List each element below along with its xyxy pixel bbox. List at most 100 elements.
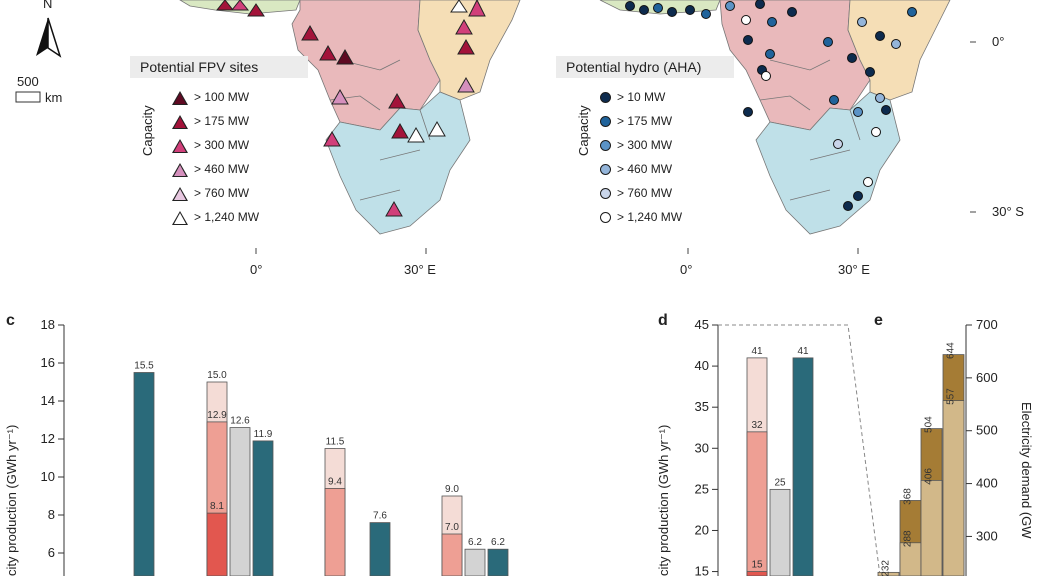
y-tick-label: 35: [695, 399, 709, 414]
data-label: 15.0: [207, 370, 227, 381]
bar: [441, 533, 463, 576]
data-label: 11.5: [326, 437, 345, 448]
data-label: 7.0: [445, 522, 459, 533]
hydro-site: [891, 39, 901, 49]
scalebar-icon: [15, 91, 41, 103]
data-label: 41: [797, 346, 809, 357]
bar: [792, 357, 814, 576]
hydro-site: [843, 201, 853, 211]
bar: [369, 522, 391, 576]
y-tick-label: 40: [695, 358, 709, 373]
y-tick-label: 500: [976, 423, 998, 438]
hydro-site: [755, 0, 765, 9]
hydro-site: [787, 7, 797, 17]
fpv-site: [230, 0, 250, 11]
hydro-site: [871, 127, 881, 137]
legend-item: > 760 MW: [600, 186, 672, 200]
legend-item: > 100 MW: [172, 90, 249, 105]
hydro-site: [829, 95, 839, 105]
legend-item: > 175 MW: [600, 114, 672, 128]
hydro-site: [639, 5, 649, 15]
panel-d-letter: d: [658, 312, 668, 329]
y-tick-label: 16: [41, 355, 55, 370]
data-label: 406: [924, 468, 935, 485]
hydro-site: [865, 67, 875, 77]
data-label: 9.4: [328, 476, 342, 487]
fpv-site: [428, 120, 446, 137]
hydro-site: [685, 5, 695, 15]
legend-label: > 100 MW: [194, 90, 250, 104]
legend-label: > 760 MW: [194, 186, 250, 200]
hydro-site: [853, 191, 863, 201]
fpv-x-tick-30e: 30° E: [404, 262, 436, 277]
scalebar-value: 500: [17, 74, 39, 89]
data-label: 504: [924, 416, 935, 433]
hydro-legend-title: Potential hydro (AHA): [556, 56, 734, 78]
hydro-site: [875, 31, 885, 41]
data-label: 25: [774, 477, 786, 488]
hydro-site: [743, 107, 753, 117]
y-tick-label: 18: [41, 317, 55, 332]
maps-svg: [15, 0, 976, 254]
circle-marker-icon: [600, 212, 611, 224]
hydro-site: [743, 35, 753, 45]
hydro-x-tick-0: 0°: [680, 262, 693, 277]
legend-item: > 1,240 MW: [172, 210, 259, 225]
bar: [920, 479, 943, 576]
map-borders: [329, 59, 431, 201]
legend-item: > 460 MW: [600, 162, 672, 176]
data-label: 6.2: [468, 537, 482, 548]
data-label: 368: [903, 488, 914, 505]
fpv-site: [468, 0, 486, 17]
y-tick-label: 25: [695, 481, 709, 496]
legend-item: > 760 MW: [172, 186, 249, 201]
bar: [746, 431, 768, 576]
north-label: N: [43, 0, 53, 11]
connector-line: [718, 324, 881, 576]
y-tick-label: 15: [695, 564, 709, 576]
hydro-x-tick-30e: 30° E: [838, 262, 870, 277]
bar: [252, 440, 274, 576]
fpv-site: [385, 200, 403, 217]
y-tick-label: 14: [41, 393, 55, 408]
y-tick-label: 600: [976, 370, 998, 385]
hydro-site: [847, 53, 857, 63]
hydro-site: [853, 107, 863, 117]
data-label: 15.5: [134, 361, 154, 372]
legend-item: > 10 MW: [600, 90, 665, 104]
data-label: 7.6: [373, 511, 387, 522]
hydro-site: [857, 17, 867, 27]
hydro-y-tick-0: 0°: [992, 34, 1005, 49]
legend-label: > 460 MW: [194, 162, 250, 176]
hydro-site: [823, 37, 833, 47]
y-tick-label: 300: [976, 528, 998, 543]
fpv-site: [391, 122, 409, 139]
circle-marker-icon: [600, 92, 611, 104]
fpv-site: [407, 126, 425, 143]
fpv-site: [455, 18, 473, 35]
legend-label: > 300 MW: [194, 138, 250, 152]
data-label: 41: [751, 346, 763, 357]
triangle-marker-icon: [172, 90, 188, 105]
fpv-map: [170, 0, 540, 254]
hydro-site: [881, 105, 891, 115]
y-tick-label: 30: [695, 440, 709, 455]
hydro-map: [599, 0, 976, 254]
map-region-south: [755, 91, 901, 235]
hydro-site-markers: [625, 0, 917, 211]
legend-label: > 1,240 MW: [194, 210, 260, 224]
triangle-marker-icon: [172, 210, 188, 225]
fpv-site: [319, 44, 337, 61]
bar: [206, 512, 228, 576]
map-borders: [759, 59, 861, 201]
fpv-legend-title: Potential FPV sites: [130, 56, 308, 78]
hydro-site: [653, 3, 663, 13]
y-tick-label: 6: [48, 545, 55, 560]
data-label: 644: [946, 342, 957, 359]
hydro-site: [701, 9, 711, 19]
legend-label: > 175 MW: [617, 114, 673, 128]
bar: [487, 548, 509, 576]
data-label: 288: [903, 530, 914, 547]
scalebar-unit: km: [45, 90, 63, 105]
